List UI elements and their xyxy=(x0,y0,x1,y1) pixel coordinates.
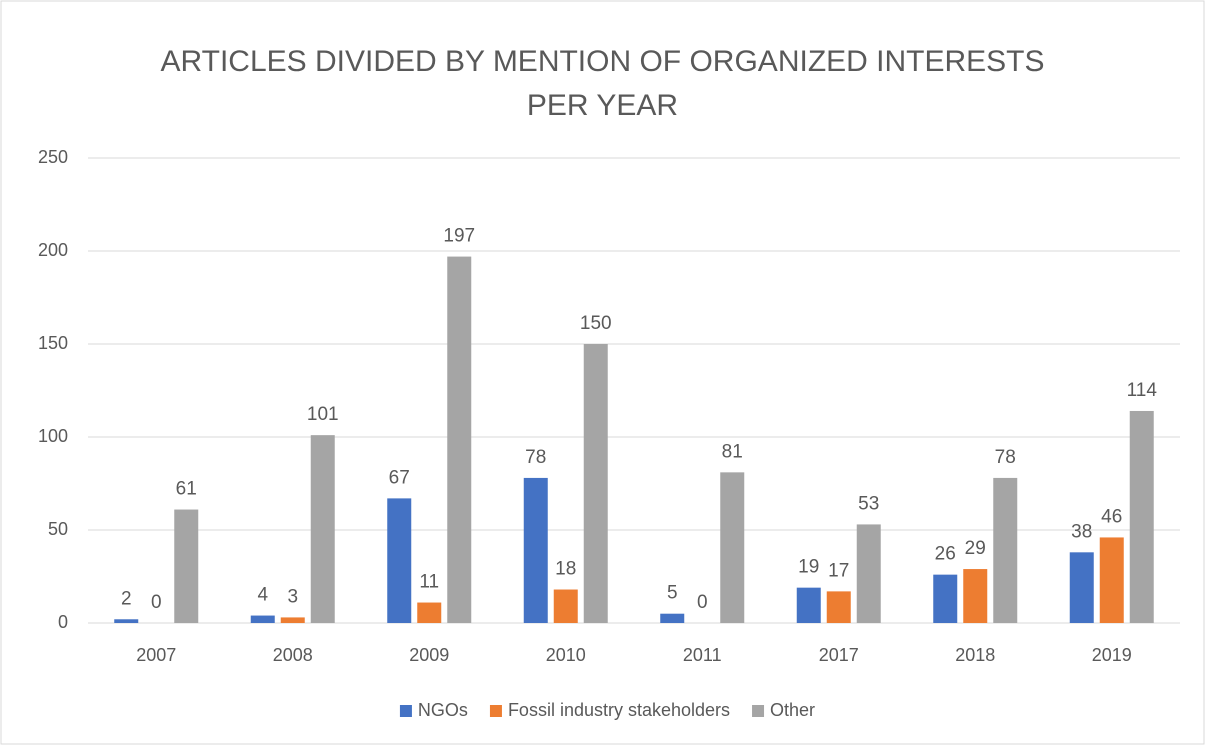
bar xyxy=(1069,552,1094,623)
bar xyxy=(250,615,275,623)
data-label: 26 xyxy=(935,544,956,565)
data-label: 46 xyxy=(1101,506,1122,527)
data-label: 67 xyxy=(389,467,410,488)
x-tick-label: 2017 xyxy=(819,645,859,665)
bar xyxy=(993,477,1018,623)
bar xyxy=(963,569,988,623)
x-tick-label: 2010 xyxy=(546,645,586,665)
bar xyxy=(387,498,412,623)
bar xyxy=(1099,537,1124,623)
x-tick-label: 2007 xyxy=(136,645,176,665)
data-label: 114 xyxy=(1127,380,1158,401)
bar xyxy=(933,574,958,623)
bar xyxy=(174,509,199,623)
x-tick-label: 2011 xyxy=(683,645,722,665)
data-label: 18 xyxy=(555,559,576,580)
data-label: 81 xyxy=(722,441,743,462)
x-tick-label: 2009 xyxy=(409,645,449,665)
x-tick-label: 2019 xyxy=(1092,645,1132,665)
bar xyxy=(447,256,472,623)
y-tick-label: 150 xyxy=(38,333,68,353)
data-label: 197 xyxy=(443,226,475,247)
legend-swatch xyxy=(489,705,502,717)
bar xyxy=(310,435,335,623)
data-label: 78 xyxy=(525,447,546,468)
bar xyxy=(583,344,608,623)
bar xyxy=(856,524,881,623)
data-label: 2 xyxy=(121,588,132,609)
bar xyxy=(114,619,139,623)
bar xyxy=(553,589,578,623)
bar xyxy=(417,602,442,623)
data-label: 4 xyxy=(257,585,268,606)
data-label: 150 xyxy=(580,313,612,334)
bar xyxy=(720,472,745,623)
bar xyxy=(660,613,685,623)
y-tick-label: 50 xyxy=(48,519,68,539)
data-label: 61 xyxy=(176,479,197,500)
y-tick-label: 250 xyxy=(38,147,68,167)
x-tick-label: 2018 xyxy=(955,645,995,665)
chart-title: ARTICLES DIVIDED BY MENTION OF ORGANIZED… xyxy=(160,45,1045,122)
data-label: 78 xyxy=(995,447,1016,468)
data-label: 19 xyxy=(798,557,819,578)
legend-label: Fossil industry stakeholders xyxy=(508,700,730,720)
legend-label: Other xyxy=(770,700,815,720)
y-tick-label: 100 xyxy=(38,426,68,446)
x-tick-label: 2008 xyxy=(273,645,313,665)
data-label: 29 xyxy=(965,538,986,559)
data-label: 53 xyxy=(858,493,879,514)
data-label: 11 xyxy=(419,572,439,593)
bar xyxy=(280,617,305,623)
data-label: 3 xyxy=(287,586,298,607)
data-label: 38 xyxy=(1071,521,1092,542)
legend-label: NGOs xyxy=(418,700,468,720)
bar xyxy=(826,591,851,623)
bar xyxy=(1129,410,1154,623)
legend-swatch xyxy=(399,705,412,717)
y-tick-label: 0 xyxy=(58,612,68,632)
data-label: 0 xyxy=(697,592,708,613)
y-tick-label: 200 xyxy=(38,240,68,260)
bar xyxy=(796,587,821,623)
data-label: 17 xyxy=(828,560,849,581)
data-label: 5 xyxy=(667,583,678,604)
legend-swatch xyxy=(752,705,765,717)
bar xyxy=(523,477,548,623)
data-label: 0 xyxy=(151,592,162,613)
data-label: 101 xyxy=(307,404,339,425)
